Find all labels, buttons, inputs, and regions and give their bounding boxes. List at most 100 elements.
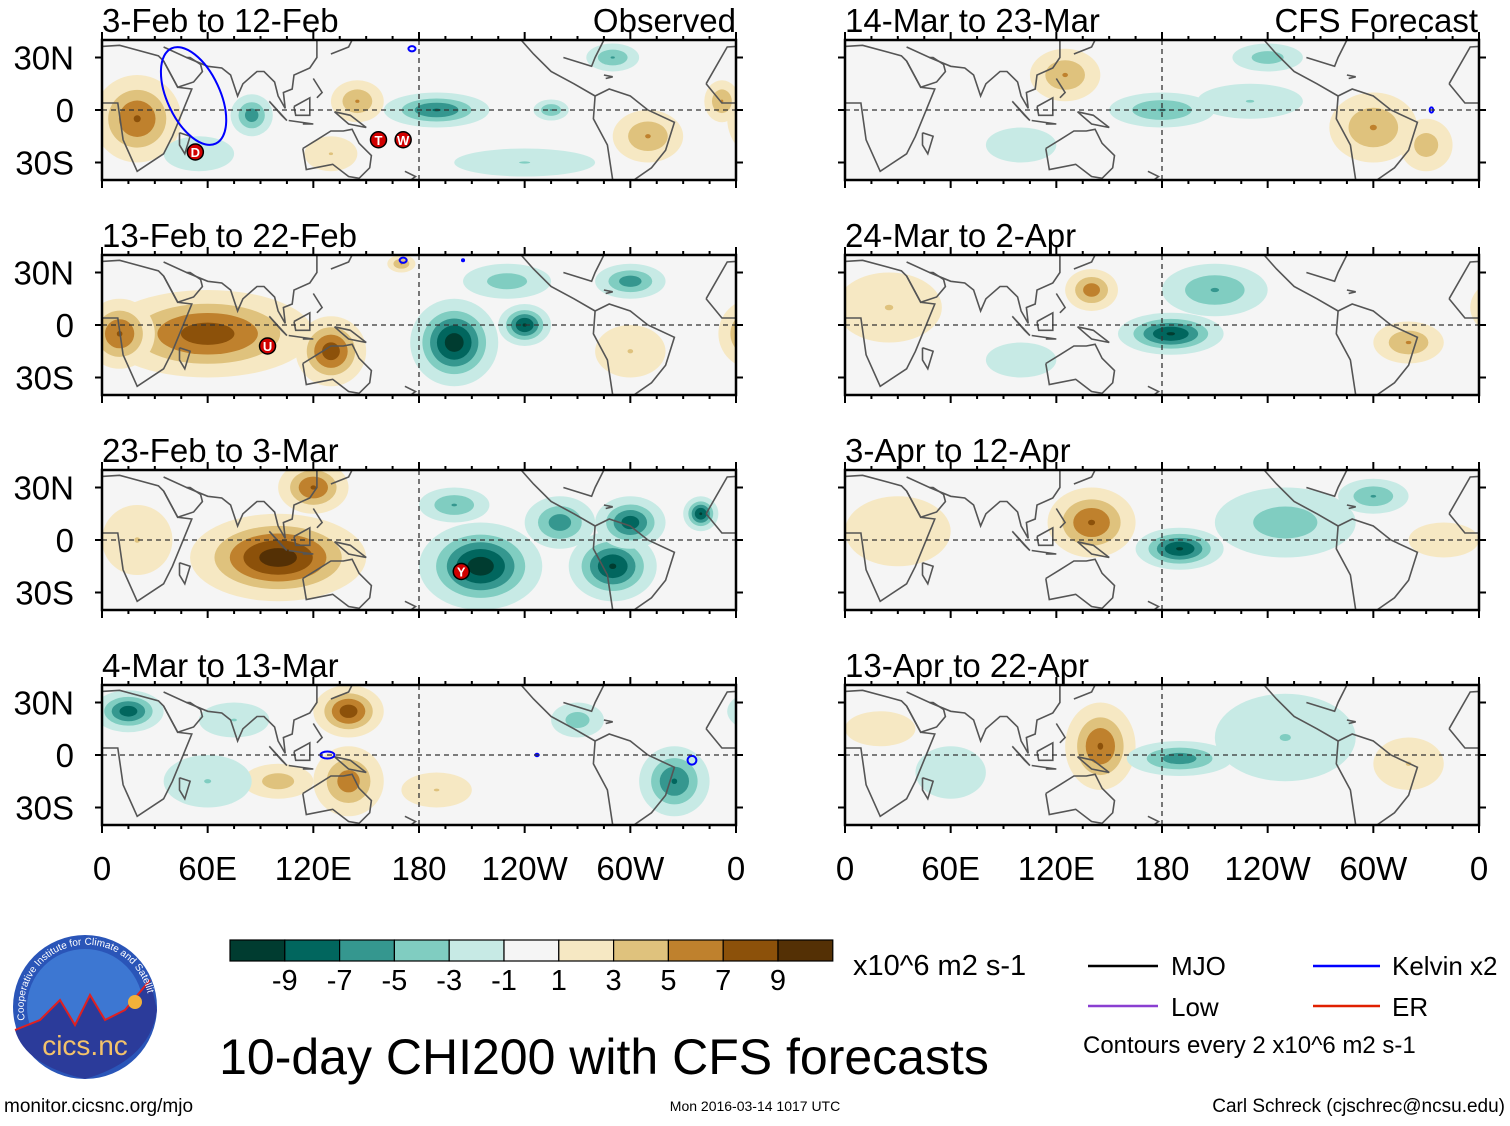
anomaly-contour-fill <box>310 485 317 490</box>
coastline <box>563 685 605 713</box>
anomaly-contour-fill <box>548 514 572 531</box>
anomaly-contour-fill <box>730 318 736 349</box>
coastline <box>404 385 418 395</box>
coastline <box>563 470 605 498</box>
anomaly-contour-fill <box>522 323 527 327</box>
anomaly-contour-fill <box>1162 752 1197 765</box>
coastline <box>921 562 935 586</box>
coastline <box>520 685 596 742</box>
anomaly-contour-fill <box>180 322 235 345</box>
anomaly-contour-fill <box>339 704 358 718</box>
coastline <box>1073 40 1096 55</box>
colorbar-swatch <box>612 939 669 962</box>
anomaly-contour-fill <box>549 109 553 111</box>
coastline <box>845 474 936 603</box>
anomaly-contour-fill <box>1083 283 1100 297</box>
colorbar-tick-label: 5 <box>660 965 676 997</box>
colorbar-tick-label: -7 <box>327 965 353 997</box>
anomaly-contour-fill <box>671 778 678 785</box>
anomaly-contour-fill <box>736 505 806 575</box>
storm-label: D <box>191 145 200 160</box>
coastline <box>1031 764 1057 770</box>
coastline <box>592 303 676 395</box>
coastline <box>302 343 373 395</box>
anomaly-contour-fill <box>751 331 757 337</box>
coastline <box>1306 40 1348 68</box>
coastline <box>1055 723 1067 744</box>
map-panel: 3-Feb to 12-Feb D T W 30N 0 30S <box>13 2 825 188</box>
coastline <box>186 685 318 754</box>
coastline <box>1076 756 1110 774</box>
coastline <box>312 78 324 99</box>
coastline <box>302 128 373 180</box>
anomaly-contour-fill <box>1245 99 1255 103</box>
logo-text: cics.nc <box>42 1030 128 1061</box>
anomaly-contour-fill <box>739 738 809 791</box>
colorbar-tick-label: -3 <box>436 965 462 997</box>
coastline <box>1036 526 1054 547</box>
coastline <box>1346 719 1356 725</box>
panel-title: 3-Feb to 12-Feb <box>102 2 339 39</box>
coastline <box>330 40 353 55</box>
anomaly-contour-fill <box>1414 133 1439 157</box>
coastline <box>1031 334 1057 340</box>
map-panel: 13-Apr to 22-Apr <box>739 647 1510 833</box>
coastline <box>845 44 936 173</box>
anomaly-contour-fill <box>772 762 778 766</box>
anomaly-contour-fill <box>0 504 21 540</box>
storm-label: Y <box>457 565 466 580</box>
kelvin-contour <box>407 45 417 53</box>
anomaly-contour-fill <box>0 276 8 287</box>
anomaly-contour-fill <box>38 778 44 784</box>
anomaly-contour-fill <box>727 92 736 145</box>
anomaly-contour-fill <box>609 563 617 570</box>
anomaly-contour-fill <box>61 508 73 520</box>
coastline <box>1045 128 1116 180</box>
lon-label: 60W <box>596 850 665 887</box>
coastline <box>814 778 825 799</box>
coastline <box>1306 255 1348 283</box>
coastline <box>333 326 367 344</box>
coastline <box>845 689 936 818</box>
anomaly-contour-fill <box>1479 711 1510 746</box>
coastline <box>333 756 367 774</box>
anomaly-contour-fill <box>1279 734 1291 741</box>
anomaly-contour-fill <box>610 56 615 59</box>
coastline <box>1306 470 1348 498</box>
anomaly-contour-fill <box>884 304 894 311</box>
lat-label: 30N <box>13 255 74 292</box>
lon-label: 120W <box>1225 850 1312 887</box>
panel-title: 3-Apr to 12-Apr <box>845 432 1071 469</box>
anomaly-contour-fill <box>1088 519 1096 526</box>
coastline <box>1147 170 1161 180</box>
anomaly-contour-fill <box>1210 287 1220 293</box>
colorbar-swatch <box>722 939 779 962</box>
coastline <box>1346 504 1356 510</box>
coastline <box>1263 470 1339 527</box>
coastline <box>1335 88 1419 180</box>
lat-label: 30N <box>13 40 74 77</box>
anomaly-contour-fill <box>433 788 440 792</box>
coastline <box>1335 518 1419 610</box>
lat-label: 0 <box>56 522 74 559</box>
coastline <box>1045 558 1116 610</box>
storm-label: U <box>263 339 272 354</box>
author-credit[interactable]: Carl Schreck (cjschrec@ncsu.edu) <box>1212 1096 1505 1117</box>
lon-label: 60W <box>1339 850 1408 887</box>
anomaly-contour-fill <box>755 331 795 355</box>
colorbar-swatch <box>339 939 396 962</box>
coastline <box>929 40 1061 109</box>
coastline <box>603 504 613 510</box>
coastline <box>814 133 825 154</box>
anomaly-contour-fill <box>1369 124 1377 131</box>
colorbar-swatch <box>777 939 834 962</box>
lon-label: 0 <box>836 850 854 887</box>
coastline <box>268 315 288 337</box>
lon-label: 120W <box>482 850 569 887</box>
colorbar-swatch <box>503 939 560 962</box>
anomaly-contour-fill <box>775 523 845 558</box>
coastline <box>592 733 676 825</box>
source-url[interactable]: monitor.cicsnc.org/mjo <box>4 1096 193 1117</box>
lon-label: 180 <box>1134 850 1189 887</box>
lon-label: 0 <box>1470 850 1488 887</box>
